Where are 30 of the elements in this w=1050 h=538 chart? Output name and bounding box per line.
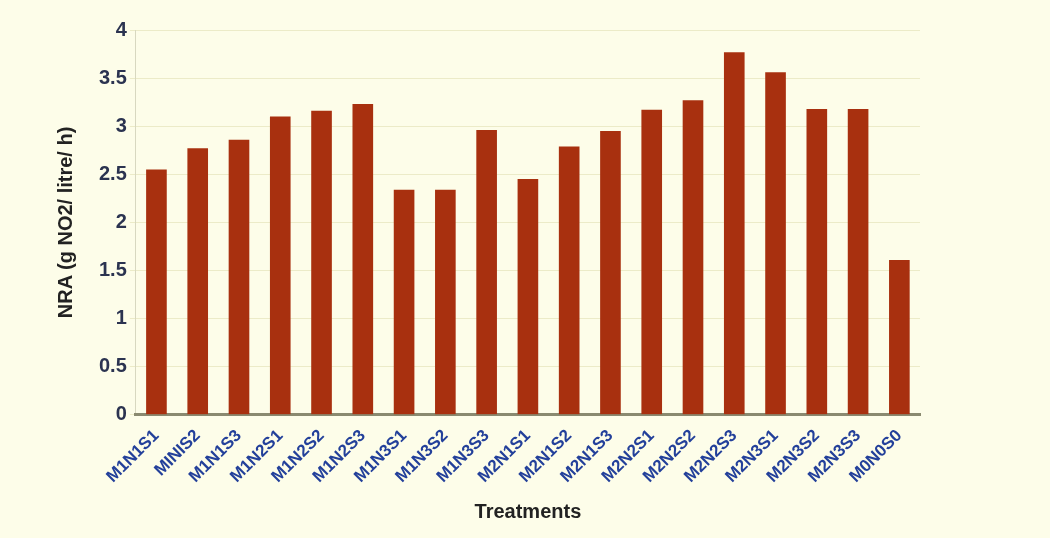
bar — [806, 108, 828, 415]
y-tick-label: 3.5 — [98, 65, 127, 88]
bar — [352, 104, 374, 415]
bar — [847, 108, 869, 415]
bar — [311, 110, 332, 415]
bar — [517, 179, 539, 415]
bar — [476, 130, 497, 415]
y-tick-label: 0.5 — [98, 354, 127, 377]
y-tick-label: 1.5 — [98, 258, 127, 281]
bar — [723, 52, 745, 415]
bar — [765, 72, 786, 415]
bar — [682, 100, 704, 415]
bar — [187, 148, 209, 415]
bar — [228, 139, 250, 415]
y-tick-label: 2.5 — [98, 161, 127, 184]
y-tick-label: 0 — [115, 402, 127, 425]
bar — [269, 116, 291, 415]
bar — [146, 169, 167, 415]
y-tick-label: 1 — [115, 306, 127, 329]
x-axis-title: Treatments — [474, 499, 582, 522]
bar — [435, 189, 456, 415]
y-tick-label: 4 — [115, 17, 128, 40]
bar — [889, 259, 910, 415]
bar — [558, 146, 580, 415]
y-tick-label: 3 — [115, 113, 127, 136]
bar — [393, 189, 415, 415]
bar — [641, 109, 663, 415]
y-tick-label: 2 — [115, 209, 127, 232]
y-axis-title: NRA (g NO2/ litre/ h) — [53, 126, 76, 319]
bar — [600, 131, 621, 415]
